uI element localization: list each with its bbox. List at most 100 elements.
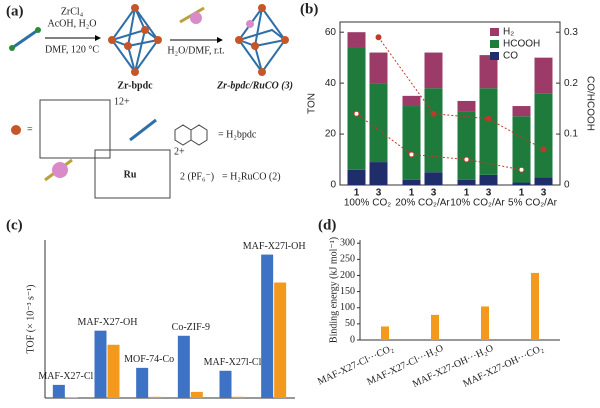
bar xyxy=(149,396,162,398)
category-label: Co-ZIF-9 xyxy=(172,322,210,333)
legend-swatch xyxy=(490,28,499,36)
bar-segment xyxy=(424,172,443,185)
zr-nodes xyxy=(235,4,289,76)
bar xyxy=(232,396,245,398)
y-tick-label: 20 xyxy=(325,129,337,140)
reagent: H₂O/DMF, r.t. xyxy=(167,45,224,56)
bar xyxy=(107,344,120,398)
framework xyxy=(110,6,160,74)
group-label: 20% CO₂/Ar xyxy=(395,198,450,209)
bar xyxy=(136,367,149,398)
bar-segment xyxy=(347,47,366,170)
linker-end xyxy=(9,45,15,51)
ratio-line xyxy=(378,36,544,150)
bar-segment xyxy=(534,57,553,94)
bar-segment xyxy=(479,174,498,185)
product: Zr-bpdc/RuCO (3) xyxy=(216,80,293,91)
ratio-point xyxy=(430,110,437,117)
bar-segment xyxy=(369,83,388,163)
ratio-line xyxy=(356,113,522,171)
bar xyxy=(65,397,78,398)
bpdc-drawing xyxy=(174,124,208,146)
y-tick-label: 0 xyxy=(350,334,355,345)
y-tick-label: 200 xyxy=(340,270,355,281)
bar-segment xyxy=(369,162,388,185)
panel-label: (c) xyxy=(6,217,23,233)
ratio-point xyxy=(485,115,492,122)
ratio-point xyxy=(375,34,382,41)
y2-tick-label: 0.2 xyxy=(564,78,578,89)
plot-frame xyxy=(339,21,561,186)
bar-segment xyxy=(402,179,421,185)
category-label: MAF-X27l-Cl xyxy=(204,357,262,368)
product: Zr-bpdc xyxy=(117,80,153,91)
ru-icon xyxy=(190,12,202,24)
category-label: MAF-X27-Cl xyxy=(38,371,93,382)
y-tick-label: 50 xyxy=(345,318,355,329)
bar xyxy=(531,272,539,340)
equation: = H₂RuCO (2) xyxy=(222,171,281,182)
bar xyxy=(481,306,489,340)
x-tick-label: 3 xyxy=(376,188,382,199)
x-tick-label: 1 xyxy=(464,188,470,199)
reagent: DMF, 120 °C xyxy=(45,44,99,55)
bar-segment xyxy=(369,52,388,84)
x-tick-label: 3 xyxy=(541,188,547,199)
group-label: 10% CO₂/Ar xyxy=(450,198,505,209)
x-tick-label: 1 xyxy=(519,188,525,199)
y-axis-label: TON xyxy=(307,93,318,114)
ru-complex-drawing xyxy=(94,149,171,199)
equation: = H₂bpdc xyxy=(218,129,257,140)
equals: = xyxy=(27,124,33,135)
reagent: AcOH, H₂O xyxy=(47,18,96,29)
bar xyxy=(274,282,287,398)
bar-segment xyxy=(424,88,443,173)
linker-icon xyxy=(11,28,39,50)
cluster-drawing xyxy=(39,99,111,159)
x-tick-label: 3 xyxy=(486,188,492,199)
y2-tick-label: 0 xyxy=(564,180,570,191)
legend-swatch xyxy=(490,40,499,48)
charge: 2+ xyxy=(174,146,185,157)
reagent: ZrCl₄ xyxy=(61,6,84,17)
y-tick-label: 300 xyxy=(340,238,355,249)
y-axis-label: TOF (× 10⁻³ s⁻¹) xyxy=(25,285,36,354)
counterion: 2 (PF₆⁻) xyxy=(180,171,214,182)
y2-tick-label: 0.1 xyxy=(564,129,578,140)
x-tick-label: 1 xyxy=(409,188,415,199)
zr-nodes xyxy=(108,4,162,76)
legend-label: CO xyxy=(503,51,518,62)
ratio-point xyxy=(540,146,547,153)
bar-segment xyxy=(479,55,498,89)
bar xyxy=(52,384,65,398)
ratio-point xyxy=(353,110,360,117)
bar-segment xyxy=(512,116,531,183)
legend-label: HCOOH xyxy=(503,39,540,50)
ru-icon xyxy=(52,162,68,178)
bar xyxy=(177,335,190,398)
group-label: 100% CO₂ xyxy=(344,198,391,209)
y2-axis-label: CO/HCOOH xyxy=(584,76,595,131)
category-label: MOF-74-Co xyxy=(124,354,174,365)
group-label: 5% CO₂/Ar xyxy=(508,198,558,209)
y-tick-label: 100 xyxy=(340,302,355,313)
panel-label: (d) xyxy=(318,217,336,233)
ru-atom: Ru xyxy=(124,169,137,180)
node-icon xyxy=(11,125,21,135)
bar-segment xyxy=(424,52,443,89)
bar-segment xyxy=(512,182,531,185)
legend-label: H₂ xyxy=(503,27,514,38)
x-tick-label: 3 xyxy=(431,188,437,199)
linker-end xyxy=(35,27,41,33)
charge: 12+ xyxy=(114,96,130,107)
category-label: MAF-X27-OH xyxy=(78,317,138,328)
ratio-point xyxy=(408,151,415,158)
bar-segment xyxy=(512,106,531,117)
bar xyxy=(261,254,274,398)
bar xyxy=(381,326,389,340)
bar-segment xyxy=(534,177,553,185)
scheme: (a) ZrCl₄ AcOH, H₂O DMF, 120 °C Zr-bpdc … xyxy=(6,3,293,199)
ru-site xyxy=(246,20,254,28)
